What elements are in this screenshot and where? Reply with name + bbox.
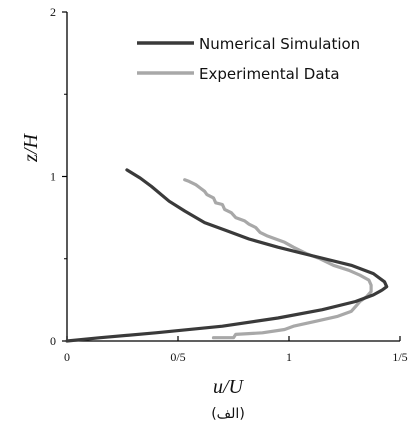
x-axis-title: u/U	[213, 376, 245, 398]
x-tick-label: 0/5	[170, 350, 185, 364]
series-line-numerical-simulation	[65, 168, 389, 343]
x-tick-label: 1/5	[392, 350, 407, 364]
legend: Numerical Simulation Experimental Data	[137, 35, 360, 83]
legend-label-experimental-data: Experimental Data	[199, 65, 340, 83]
y-tick-label: 0	[50, 334, 56, 348]
y-ticks: 0 1 2	[50, 5, 67, 348]
x-ticks: 0 0/5 1 1/5	[64, 336, 408, 364]
legend-label-numerical-simulation: Numerical Simulation	[199, 35, 360, 53]
series-line-experimental-data	[183, 178, 373, 340]
x-tick-label: 1	[286, 350, 292, 364]
y-tick-label: 1	[50, 170, 56, 184]
series-layer	[65, 168, 389, 343]
y-axis-title: z/H	[20, 133, 42, 163]
y-tick-label: 2	[50, 5, 56, 19]
figure-caption: (الف)	[211, 406, 245, 422]
x-tick-label: 0	[64, 350, 70, 364]
